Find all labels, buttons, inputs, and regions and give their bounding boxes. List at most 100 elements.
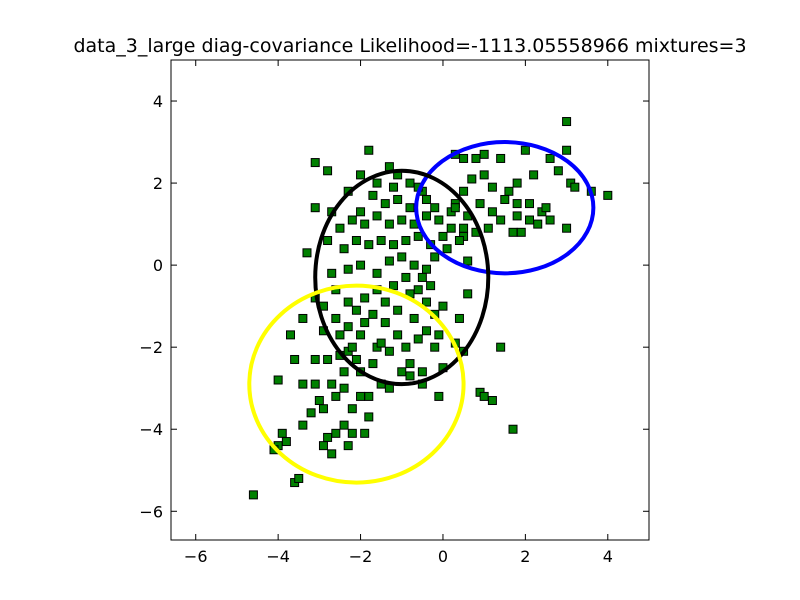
data-point	[504, 186, 514, 196]
plot-frame	[170, 59, 650, 541]
data-point	[347, 342, 357, 352]
data-point	[372, 268, 382, 278]
data-point	[421, 297, 431, 307]
y-tick-label: 4	[153, 92, 163, 111]
y-tick-label: 0	[153, 256, 163, 275]
data-point	[454, 236, 464, 246]
data-point	[487, 182, 497, 192]
data-point	[389, 182, 399, 192]
data-point	[294, 473, 304, 483]
data-point	[347, 404, 357, 414]
data-point	[421, 211, 431, 221]
data-point	[545, 215, 555, 225]
data-point	[434, 215, 444, 225]
data-point	[434, 330, 444, 340]
y-tick-label: −4	[139, 420, 163, 439]
data-point	[323, 166, 333, 176]
data-point	[463, 289, 473, 299]
data-point	[529, 170, 539, 180]
data-point	[318, 441, 328, 451]
data-point	[360, 293, 370, 303]
data-point	[339, 244, 349, 254]
data-point	[562, 145, 572, 155]
data-point	[339, 367, 349, 377]
data-point	[421, 264, 431, 274]
data-point	[323, 354, 333, 364]
data-point	[459, 186, 469, 196]
data-point	[467, 174, 477, 184]
data-point	[430, 203, 440, 213]
data-point	[533, 219, 543, 229]
data-point	[520, 145, 530, 155]
data-point	[327, 379, 337, 389]
data-point	[351, 236, 361, 246]
data-point	[273, 375, 283, 385]
data-point	[570, 182, 580, 192]
data-point	[430, 252, 440, 262]
data-point	[372, 211, 382, 221]
data-point	[343, 264, 353, 274]
data-point	[380, 318, 390, 328]
data-point	[323, 432, 333, 442]
data-point	[417, 367, 427, 377]
data-point	[331, 428, 341, 438]
data-point	[314, 396, 324, 406]
data-point	[343, 297, 353, 307]
data-point	[405, 178, 415, 188]
data-point	[500, 194, 510, 204]
data-point	[323, 236, 333, 246]
data-point	[487, 207, 497, 217]
data-point	[450, 203, 460, 213]
data-point	[384, 219, 394, 229]
data-point	[335, 223, 345, 233]
data-point	[508, 227, 518, 237]
ticks-layer: −6 −4 −2 0 2 4 −6 −4 −2 0 2 4	[139, 60, 649, 566]
x-tick-label: 4	[603, 547, 613, 566]
y-tick-label: −2	[139, 338, 163, 357]
data-point	[496, 342, 506, 352]
x-tick-label: −4	[266, 547, 290, 566]
x-tick-label: −6	[184, 547, 208, 566]
data-point	[401, 342, 411, 352]
data-point	[384, 346, 394, 356]
data-point	[368, 309, 378, 319]
data-point	[372, 178, 382, 188]
x-tick-label: 0	[438, 547, 448, 566]
data-point	[426, 281, 436, 291]
data-point	[405, 371, 415, 381]
data-point	[401, 272, 411, 282]
data-point	[364, 240, 374, 250]
data-point	[479, 391, 489, 401]
data-point	[298, 379, 308, 389]
mixture-ellipse-2	[313, 168, 491, 387]
data-point	[356, 260, 366, 270]
data-point	[302, 248, 312, 258]
data-point	[364, 145, 374, 155]
data-point	[512, 199, 522, 209]
data-point	[281, 437, 291, 447]
data-point	[356, 170, 366, 180]
data-point	[438, 301, 448, 311]
data-point	[413, 285, 423, 295]
data-point	[405, 359, 415, 369]
y-tick-label: 2	[153, 174, 163, 193]
x-tick-label: 2	[520, 547, 530, 566]
data-point	[525, 199, 534, 209]
data-point	[327, 449, 337, 459]
data-point	[364, 412, 374, 422]
data-point	[397, 215, 407, 225]
data-point	[368, 359, 378, 369]
data-point	[496, 215, 506, 225]
data-point	[376, 236, 386, 246]
data-point	[376, 338, 386, 348]
data-point	[409, 313, 419, 323]
data-point	[562, 223, 572, 233]
data-point	[512, 178, 522, 188]
data-point	[525, 215, 534, 225]
data-point	[339, 383, 349, 393]
data-point	[463, 256, 473, 266]
data-point	[286, 330, 295, 340]
data-point	[356, 330, 366, 340]
data-point	[393, 305, 403, 315]
data-point	[401, 236, 411, 246]
